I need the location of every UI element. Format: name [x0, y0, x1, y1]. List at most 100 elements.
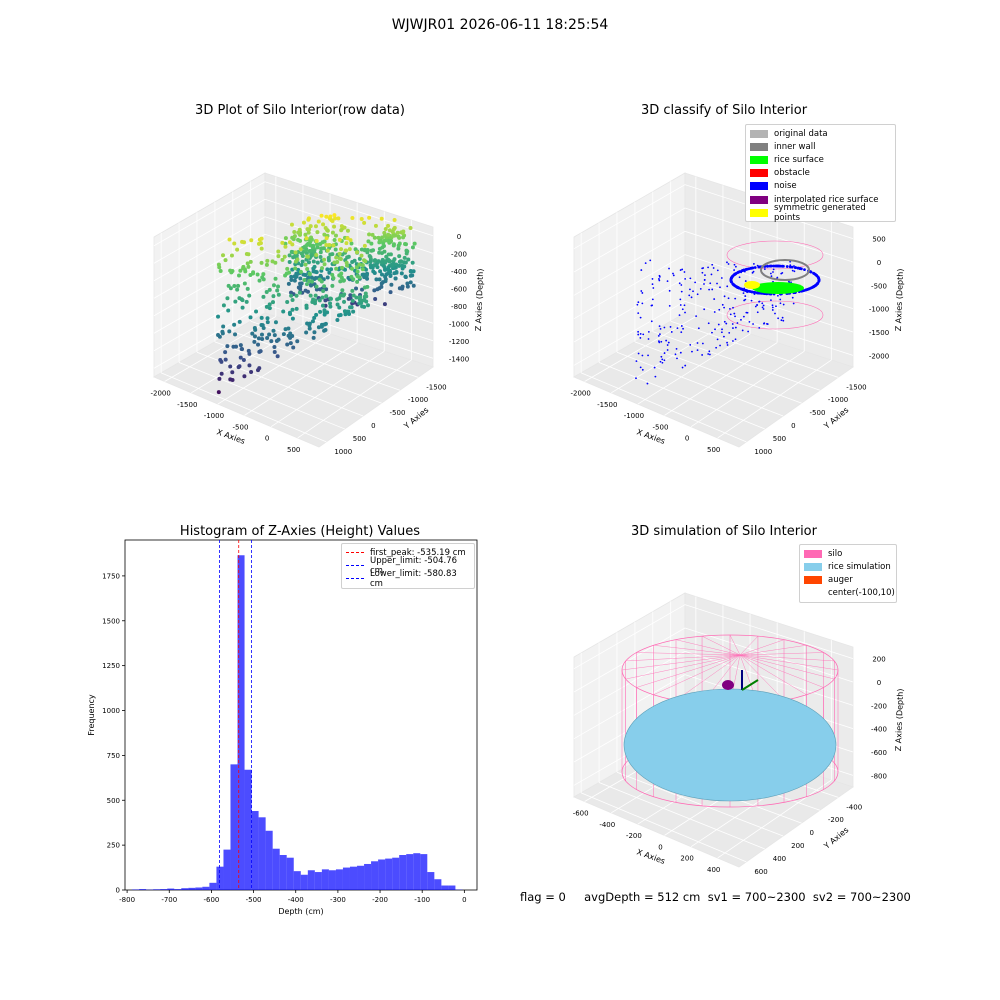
- p2-grid-z: [573, 207, 854, 273]
- p1-point: [342, 267, 347, 272]
- p1-point: [372, 235, 377, 240]
- p1-point: [286, 326, 291, 331]
- p2-noise-point: [661, 361, 664, 364]
- p1-point: [405, 284, 410, 289]
- p2-noise-point: [732, 340, 734, 342]
- p1-point: [355, 269, 360, 274]
- p1-point: [289, 293, 294, 298]
- p1-point: [258, 349, 263, 354]
- p1-x-tick: -1500: [177, 401, 197, 409]
- p4-silo-roof-line: [739, 652, 824, 656]
- p1-point: [341, 293, 346, 298]
- p1-point: [348, 238, 353, 243]
- p4-grid-z: [573, 627, 854, 693]
- p2-noise-point: [637, 333, 640, 336]
- p2-noise-point: [666, 344, 669, 346]
- p2-z-tick: -2000: [869, 352, 889, 360]
- p1-point: [329, 218, 334, 223]
- hist-bar: [335, 869, 343, 890]
- p1-point: [297, 290, 302, 295]
- p1-point: [328, 296, 333, 301]
- p1-point: [350, 288, 355, 293]
- p2-noise-point: [707, 353, 710, 355]
- p2-noise-point: [680, 290, 683, 293]
- p1-point: [362, 258, 367, 263]
- p2-silo-ring: [726, 300, 824, 330]
- p2-noise-point: [769, 272, 772, 275]
- p4-x-tick: -400: [599, 821, 615, 829]
- p1-point: [306, 217, 311, 222]
- p2-noise-point: [752, 263, 755, 265]
- p4-silo-roof-line: [739, 654, 839, 671]
- p2-noise-point: [809, 270, 813, 274]
- p4-z-tick: -400: [871, 726, 887, 734]
- p2-noise-point: [723, 295, 726, 298]
- hist-bar: [251, 811, 259, 890]
- p2-noise-point: [701, 354, 704, 356]
- p1-point: [242, 281, 247, 286]
- p1-point: [283, 236, 288, 241]
- p2-noise-point: [729, 308, 731, 310]
- p2-noise-point: [663, 359, 666, 362]
- p1-point: [333, 247, 338, 252]
- p2-noise-point: [752, 323, 754, 325]
- p1-point: [307, 323, 312, 328]
- p2-noise-point: [779, 298, 782, 301]
- p1-point: [306, 230, 311, 235]
- p2-noise-point: [707, 266, 709, 269]
- p1-point: [259, 236, 264, 241]
- p1-point: [392, 218, 397, 223]
- p1-point: [218, 269, 223, 274]
- p1-point: [314, 270, 319, 275]
- p2-noise-point: [803, 268, 806, 272]
- p1-point: [379, 251, 384, 256]
- p1-point: [383, 226, 388, 231]
- p2-noise-point: [701, 271, 704, 274]
- p1-point: [323, 225, 328, 230]
- p1-point: [378, 238, 383, 243]
- p4-silo-roof-line: [739, 654, 835, 680]
- p1-point: [251, 270, 256, 275]
- p1-point: [291, 345, 296, 350]
- p1-point: [296, 237, 301, 242]
- p4-y-tick: 200: [791, 842, 804, 850]
- p1-point: [276, 254, 281, 259]
- p1-grid-x: [297, 359, 412, 439]
- p1-point: [281, 332, 286, 337]
- hist-y-tick: 500: [107, 797, 120, 805]
- p1-point: [303, 262, 308, 267]
- p2-noise-point: [690, 296, 693, 299]
- p1-point: [244, 299, 249, 304]
- p1-point: [305, 267, 310, 272]
- hist-bar: [272, 848, 280, 890]
- p2-y-tick: -500: [810, 409, 826, 417]
- p2-noise-point: [749, 266, 753, 270]
- p1-point: [280, 240, 285, 245]
- p1-point: [397, 254, 402, 259]
- p1-point: [264, 290, 269, 295]
- p1-point: [229, 253, 234, 258]
- hist-x-label: Depth (cm): [278, 907, 323, 916]
- p1-point: [396, 243, 401, 248]
- p1-point: [295, 257, 300, 262]
- p1-point: [336, 216, 341, 221]
- p1-point: [403, 242, 408, 247]
- legend-label: interpolated rice surface: [774, 194, 879, 205]
- simulation-legend-entry: center(-100,10): [804, 587, 895, 600]
- classify-legend-entry: inner wall: [750, 140, 891, 153]
- p2-noise-point: [658, 274, 661, 277]
- p2-noise-point: [679, 304, 682, 306]
- p1-point: [299, 262, 304, 267]
- p1-point: [244, 252, 249, 257]
- p1-point: [379, 284, 384, 289]
- p2-noise-point: [815, 283, 818, 287]
- p1-point: [337, 273, 342, 278]
- p2-noise-point: [640, 290, 643, 292]
- p2-noise-point: [748, 320, 751, 323]
- p1-point: [354, 265, 359, 270]
- hist-bar: [237, 555, 245, 890]
- p1-point: [377, 277, 382, 282]
- p1-point: [217, 376, 222, 381]
- hist-bar: [385, 858, 393, 890]
